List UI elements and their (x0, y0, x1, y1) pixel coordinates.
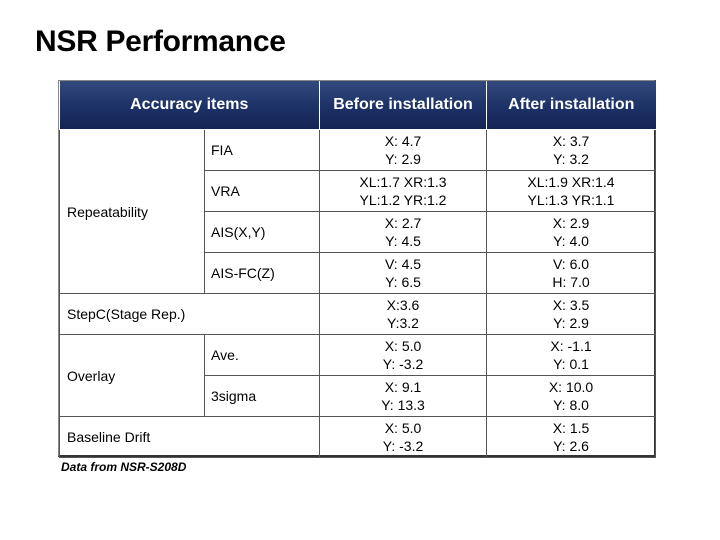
value-line: XL:1.7 XR:1.3 (359, 174, 447, 190)
value-line: Y: -3.2 (382, 438, 424, 454)
row-label-baseline-drift: Baseline Drift (58, 416, 321, 458)
value-line: YL:1.3 YR:1.1 (527, 192, 615, 208)
value-line: V: 4.5 (384, 256, 422, 272)
value-line: Y:3.2 (387, 315, 419, 331)
sub-label-fia: FIA (203, 129, 321, 171)
table-row: Repeatability FIA X: 4.7 Y: 2.9 X: 3.7 Y… (59, 129, 657, 294)
value-line: Y: 4.0 (553, 233, 589, 249)
performance-table-container: Accuracy items Before installation After… (58, 80, 657, 458)
sub-label-vra: VRA (203, 170, 321, 212)
value-line: Y: 2.9 (553, 315, 589, 331)
value-line: X: 10.0 (548, 379, 594, 395)
footnote: Data from NSR-S208D (61, 460, 187, 474)
value-cell-before: V: 4.5 Y: 6.5 (319, 252, 488, 294)
value-line: Y: 6.5 (385, 274, 421, 290)
value-line: Y: 2.6 (553, 438, 589, 454)
sub-label-ave: Ave. (203, 334, 321, 376)
value-line: H: 7.0 (552, 274, 590, 290)
value-line: Y: 3.2 (553, 151, 589, 167)
table-row: 3sigma X: 9.1 Y: 13.3 X: 10.0 Y: 8.0 (60, 375, 657, 417)
value-cell-before: X: 2.7 Y: 4.5 (319, 211, 488, 253)
value-cell-after: X: 2.9 Y: 4.0 (486, 211, 657, 253)
value-cell-after: X: 10.0 Y: 8.0 (486, 375, 657, 417)
header-accuracy-items: Accuracy items (59, 81, 321, 130)
value-cell-before: X: 5.0 Y: -3.2 (319, 334, 488, 376)
value-line: Y: 4.5 (385, 233, 421, 249)
value-cell-before: X: 9.1 Y: 13.3 (319, 375, 488, 417)
row-label-overlay: Overlay (59, 334, 205, 417)
value-cell-before: X: 4.7 Y: 2.9 (319, 129, 488, 171)
value-cell-before: X: 5.0 Y: -3.2 (319, 416, 488, 458)
value-cell-after: V: 6.0 H: 7.0 (486, 252, 657, 294)
performance-table: Accuracy items Before installation After… (58, 81, 657, 458)
value-cell-after: X: 1.5 Y: 2.6 (486, 416, 657, 458)
value-line: X: 9.1 (384, 379, 422, 395)
header-before-installation: Before installation (319, 81, 488, 130)
value-line: V: 6.0 (552, 256, 590, 272)
value-line: X: 2.7 (384, 215, 422, 231)
value-line: X: 5.0 (384, 338, 422, 354)
value-line: Y: 2.9 (385, 151, 421, 167)
value-cell-after: X: 3.5 Y: 2.9 (486, 293, 657, 335)
row-label-stepc: StepC(Stage Rep.) (58, 293, 321, 335)
value-line: YL:1.2 YR:1.2 (359, 192, 447, 208)
value-line: Y: 0.1 (553, 356, 589, 372)
value-cell-before: X:3.6 Y:3.2 (319, 293, 488, 335)
sub-label-ais-xy: AIS(X,Y) (203, 211, 321, 253)
header-after-installation: After installation (486, 81, 656, 130)
value-line: X: 3.7 (552, 133, 590, 149)
table-row: StepC(Stage Rep.) X:3.6 Y:3.2 X: 3.5 Y: … (58, 293, 657, 335)
value-line: X: -1.1 (550, 338, 592, 354)
value-line: X:3.6 (386, 297, 420, 313)
value-line: Y: 8.0 (553, 397, 589, 413)
page-title: NSR Performance (35, 25, 286, 58)
value-line: X: 2.9 (552, 215, 590, 231)
sub-label-3sigma: 3sigma (203, 375, 321, 417)
value-line: X: 4.7 (384, 133, 422, 149)
value-line: X: 3.5 (552, 297, 590, 313)
value-line: XL:1.9 XR:1.4 (527, 174, 615, 190)
table-row: Baseline Drift X: 5.0 Y: -3.2 X: 1.5 Y: … (58, 416, 657, 458)
value-cell-after: XL:1.9 XR:1.4 YL:1.3 YR:1.1 (486, 170, 657, 212)
row-label-repeatability: Repeatability (59, 129, 205, 294)
value-cell-after: X: 3.7 Y: 3.2 (486, 129, 657, 171)
table-row: Overlay Ave. X: 5.0 Y: -3.2 X: -1.1 Y: 0… (59, 334, 657, 417)
value-line: Y: 13.3 (381, 397, 425, 413)
value-line: X: 5.0 (384, 420, 422, 436)
header-row: Accuracy items Before installation After… (59, 81, 656, 130)
value-cell-before: XL:1.7 XR:1.3 YL:1.2 YR:1.2 (319, 170, 488, 212)
sub-label-ais-fc: AIS-FC(Z) (203, 252, 321, 294)
table-row: VRA XL:1.7 XR:1.3 YL:1.2 YR:1.2 XL:1.9 X… (60, 170, 657, 212)
value-cell-after: X: -1.1 Y: 0.1 (486, 334, 657, 376)
table-row: AIS-FC(Z) V: 4.5 Y: 6.5 V: 6.0 H: 7.0 (60, 252, 657, 294)
value-line: Y: -3.2 (382, 356, 424, 372)
table-row: AIS(X,Y) X: 2.7 Y: 4.5 X: 2.9 Y: 4.0 (60, 211, 657, 253)
value-line: X: 1.5 (552, 420, 590, 436)
